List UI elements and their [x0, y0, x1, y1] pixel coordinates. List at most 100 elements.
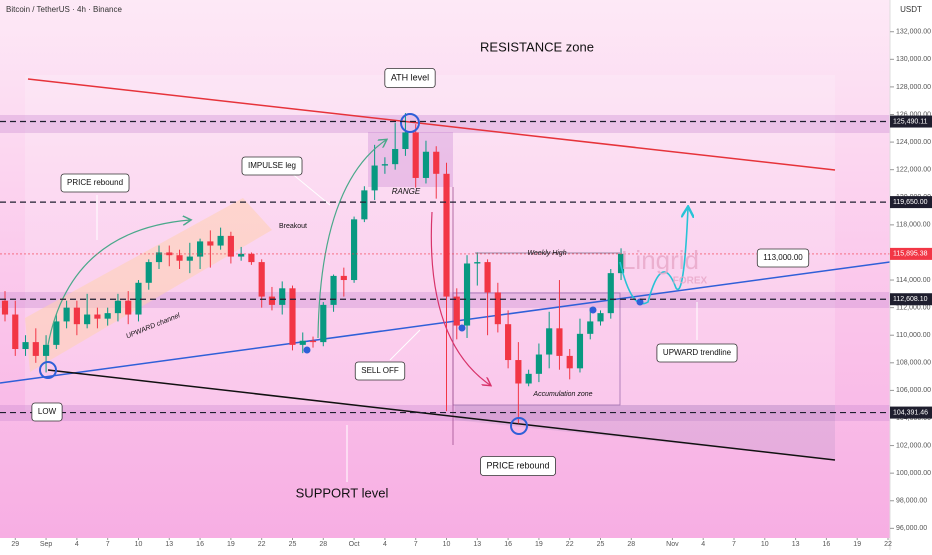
- touch-dot: [636, 298, 644, 306]
- annotation-label: Weekly High: [527, 250, 566, 257]
- candle-body: [309, 340, 317, 343]
- price-level-box: [890, 293, 932, 306]
- candle-body: [576, 333, 584, 369]
- candle-body: [279, 288, 286, 305]
- candle-body: [484, 262, 491, 293]
- candle-body: [361, 190, 368, 220]
- annotation-label: 113,000.00: [763, 253, 803, 262]
- annotation-label: RANGE: [392, 187, 421, 196]
- x-tick-label: 19: [535, 541, 543, 548]
- annotation-label: SELL OFF: [361, 366, 399, 375]
- candle-body: [22, 342, 29, 350]
- annotation-label: RESISTANCE zone: [480, 39, 594, 54]
- annotation: PRICE rebound: [480, 456, 556, 476]
- candle-body: [73, 307, 80, 325]
- candle-body: [258, 262, 265, 297]
- x-tick-label: 22: [258, 541, 266, 548]
- x-tick-label: 13: [473, 541, 481, 548]
- candle-body: [453, 296, 460, 326]
- y-tick-label: 130,000.00: [896, 56, 931, 63]
- candle-body: [505, 324, 512, 361]
- annotation-box: [354, 361, 406, 381]
- price-level-label: 104,391.46: [893, 409, 928, 416]
- annotation: Breakout: [279, 223, 307, 230]
- candle-body: [494, 292, 501, 325]
- price-level-box: [890, 196, 932, 209]
- selloff-pointer: [389, 329, 421, 361]
- x-tick-label: 25: [597, 541, 605, 548]
- y-tick-label: 114,000.00: [896, 277, 931, 284]
- candle-body: [340, 275, 347, 281]
- candle-body: [330, 275, 337, 305]
- candle-body: [474, 262, 481, 264]
- annotation-label: Breakout: [279, 223, 307, 230]
- x-tick-label: 19: [227, 541, 235, 548]
- rebound-circle: [510, 417, 528, 435]
- x-tick-label: 4: [75, 541, 79, 548]
- y-tick-label: 118,000.00: [896, 222, 931, 229]
- mid-band: [0, 292, 890, 308]
- x-tick-label: 7: [414, 541, 418, 548]
- candle-body: [515, 360, 522, 384]
- annotation-label: PRICE rebound: [486, 460, 549, 470]
- price-level-label: 112,608.10: [893, 296, 928, 303]
- candle-body: [392, 148, 399, 165]
- x-tick-label: 19: [853, 541, 861, 548]
- price-level-box: [890, 115, 932, 128]
- resistance-trendline: [27, 78, 836, 171]
- candle-body: [1, 300, 9, 315]
- rebound-arrow: [47, 220, 190, 346]
- candle-body: [371, 165, 378, 191]
- annotation-label: ATH level: [391, 72, 429, 82]
- y-tick-label: 132,000.00: [896, 29, 931, 36]
- candle-body: [546, 328, 553, 355]
- candle-body: [94, 314, 101, 319]
- price-axis: [890, 0, 932, 550]
- annotation-label: UPWARD trendline: [663, 348, 732, 357]
- x-tick-label: 25: [289, 541, 297, 548]
- annotation-box: [241, 156, 303, 176]
- candle-body: [525, 373, 532, 384]
- x-tick-label: Oct: [349, 541, 360, 548]
- candle-body: [443, 173, 450, 297]
- annotation-label: PRICE rebound: [67, 178, 123, 187]
- candle-body: [597, 313, 604, 322]
- y-tick-label: 98,000.00: [896, 498, 927, 505]
- candle-body: [422, 151, 430, 178]
- candle-body: [63, 307, 70, 322]
- x-tick-label: 4: [383, 541, 387, 548]
- candle-body: [155, 252, 163, 263]
- low-circle: [39, 361, 57, 379]
- ath-circle: [400, 113, 420, 133]
- annotation: Weekly High: [527, 250, 566, 257]
- x-tick-label: 13: [165, 541, 173, 548]
- impulse-arrow: [317, 140, 386, 339]
- annotation-box: [31, 402, 63, 422]
- candles: [1, 113, 625, 424]
- annotation: ATH level: [384, 68, 436, 88]
- candle-body: [207, 241, 214, 246]
- candle-body: [351, 219, 358, 281]
- impulse-pointer: [289, 171, 331, 206]
- candle-body: [535, 354, 542, 374]
- candle-body: [402, 132, 409, 149]
- annotation-label: LOW: [38, 407, 57, 416]
- candle-body: [268, 296, 276, 305]
- x-tick-label: 22: [884, 541, 892, 548]
- x-tick-label: 7: [732, 541, 736, 548]
- annotation-label: IMPULSE leg: [248, 161, 296, 170]
- y-tick-label: 122,000.00: [896, 167, 931, 174]
- resistance-band: [0, 115, 890, 133]
- candle-body: [238, 253, 245, 257]
- price-level-label: 115,895.38: [893, 251, 928, 258]
- candle-body: [566, 355, 573, 369]
- candle-body: [42, 344, 50, 356]
- annotation: IMPULSE leg: [241, 156, 303, 176]
- price-level-label: 125,490.11: [893, 118, 928, 125]
- candle-body: [114, 300, 122, 314]
- annotation-box: [480, 456, 556, 476]
- x-tick-label: 10: [443, 541, 451, 548]
- price-level-box: [890, 406, 932, 419]
- y-tick-label: 108,000.00: [896, 360, 931, 367]
